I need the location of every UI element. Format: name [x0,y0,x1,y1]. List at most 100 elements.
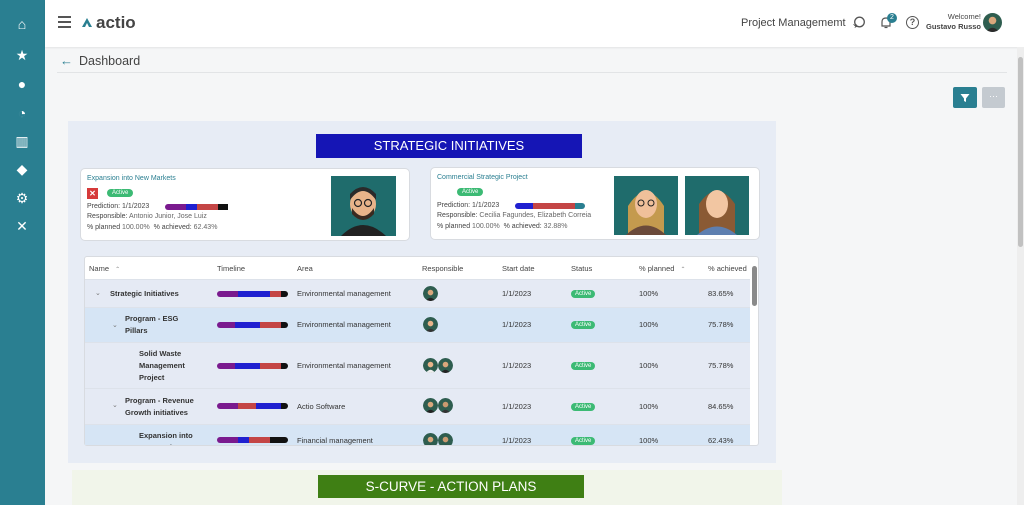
timeline-bar [217,437,288,443]
planned-value: 100.00% [122,224,150,231]
chart-icon[interactable]: ▥ [15,132,29,149]
filter-button[interactable] [953,87,977,108]
achieved-label: % achieved: [153,224,192,231]
project-select[interactable]: Project Managememt ⌄ [741,17,858,29]
column-header-name[interactable]: Name ⌃ [89,264,120,273]
chat-icon[interactable] [853,16,866,29]
responsible-value: Antonio Junior, Jose Luiz [129,213,207,220]
row-achieved: 83.65% [708,289,734,298]
row-achieved: 75.78% [708,320,734,329]
more-options-button[interactable]: ··· [982,87,1005,108]
planned-value: 100.00% [472,223,500,230]
table-row[interactable]: ⌄ Program - Revenue Growth initiatives A… [85,388,750,424]
tools-icon[interactable]: ✕ [16,217,28,234]
row-start-date: 1/1/2023 [502,361,532,370]
row-area: Financial management [297,436,373,445]
chevron-down-icon[interactable]: ⌄ [95,290,101,297]
add-user-icon[interactable]: ◆ [16,160,28,177]
status-badge: Active [571,362,596,370]
help-icon[interactable]: ? [906,16,919,29]
achieved-value: 62.43% [193,224,218,231]
logo[interactable]: actio [81,13,136,33]
star-icon[interactable]: ★ [15,46,29,63]
planned-label: % planned [437,223,471,230]
responsible-value: Cecilia Fagundes, Elizabeth Correia [479,212,592,219]
card-title[interactable]: Expansion into New Markets [87,175,176,182]
row-planned: 100% [639,361,659,370]
column-header-label: Name [89,264,110,273]
row-name[interactable]: Strategic Initiatives [110,289,179,298]
settings-icon[interactable]: ⚙ [15,189,29,206]
card-title[interactable]: Commercial Strategic Project [437,174,528,181]
responsible-avatar [423,398,438,413]
logo-text: actio [96,13,136,32]
back-arrow-icon[interactable]: ← [60,53,73,68]
row-achieved: 84.65% [708,402,734,411]
prediction-label: Prediction: [87,203,121,210]
page-scrollbar[interactable] [1017,47,1024,505]
table-row[interactable]: Expansion into New Markets Financial man… [85,424,750,445]
chevron-down-icon[interactable]: ⌄ [112,322,118,329]
logo-icon [82,18,92,27]
row-name[interactable]: Program - Revenue Growth initiatives [125,396,194,417]
row-name[interactable]: Expansion into New Markets [139,431,193,445]
timeline-bar [217,291,288,297]
close-icon[interactable]: ✕ [87,188,98,199]
status-badge: Active [107,189,134,197]
menu-icon[interactable] [58,16,71,28]
responsible-avatar [438,398,453,413]
timeline-bar [515,203,585,209]
sidebar: ⌂ ★ ● ◔ ▥ ◆ ⚙ ✕ [0,0,45,505]
table-row[interactable]: ⌄ Program - ESG Pillars Environmental ma… [85,307,750,342]
column-header-label: % planned [639,264,675,273]
status-badge: Active [571,290,596,298]
timeline-bar [217,403,288,409]
column-header-planned[interactable]: % planned ⌃ [639,264,686,273]
row-start-date: 1/1/2023 [502,320,532,329]
user-greeting: Welcome! Gustavo Russo [925,12,981,32]
breadcrumb: ← Dashboard [60,53,140,68]
timeline-bar [165,204,235,210]
planned-label: % planned [87,224,121,231]
responsible-avatar [438,433,453,445]
table-row[interactable]: ⌄ Strategic Initiatives Environmental ma… [85,279,750,307]
column-header-start-date[interactable]: Start date [502,264,535,273]
user-name: Gustavo Russo [925,22,981,31]
column-header-responsible[interactable]: Responsible [422,264,464,273]
column-header-timeline[interactable]: Timeline [217,264,246,273]
row-achieved: 62.43% [708,436,734,445]
notification-badge: 2 [887,13,897,23]
status-badge: Active [571,321,596,329]
sort-icon[interactable]: ⌃ [680,267,686,273]
row-achieved: 75.78% [708,361,734,370]
responsible-photo [685,176,749,235]
initiative-card[interactable]: Expansion into New Markets ✕ Active Pred… [80,168,410,241]
chevron-down-icon[interactable]: ⌄ [112,402,118,409]
project-select-value: Project Managememt [741,17,846,29]
responsible-avatar [423,286,438,301]
status-badge: Active [571,437,596,445]
user-avatar[interactable] [983,13,1002,32]
welcome-text: Welcome! [947,12,981,21]
column-header-area[interactable]: Area [297,264,313,273]
prediction-label: Prediction: [437,202,471,209]
row-planned: 100% [639,289,659,298]
sort-icon[interactable]: ⌃ [115,267,121,273]
row-name[interactable]: Solid Waste Management Project [139,349,185,382]
responsible-photo [614,176,678,235]
achieved-label: % achieved: [503,223,542,230]
row-start-date: 1/1/2023 [502,402,532,411]
users-icon[interactable]: ● [17,76,27,92]
initiative-card[interactable]: Commercial Strategic Project Active Pred… [430,167,760,240]
row-name[interactable]: Program - ESG Pillars [125,314,179,335]
home-icon[interactable]: ⌂ [17,16,27,32]
dashboard-icon[interactable]: ◔ [17,105,27,121]
column-header-achieved[interactable]: % achieved [708,264,747,273]
table-row[interactable]: Solid Waste Management Project Environme… [85,342,750,388]
timeline-bar [217,322,288,328]
table-scrollbar[interactable] [751,258,758,444]
timeline-bar [217,363,288,369]
column-header-status[interactable]: Status [571,264,593,273]
prediction-value: 1/1/2023 [472,202,500,209]
top-bar: actio Project Managememt ⌄ 2 ? Welcome! … [45,0,1024,47]
